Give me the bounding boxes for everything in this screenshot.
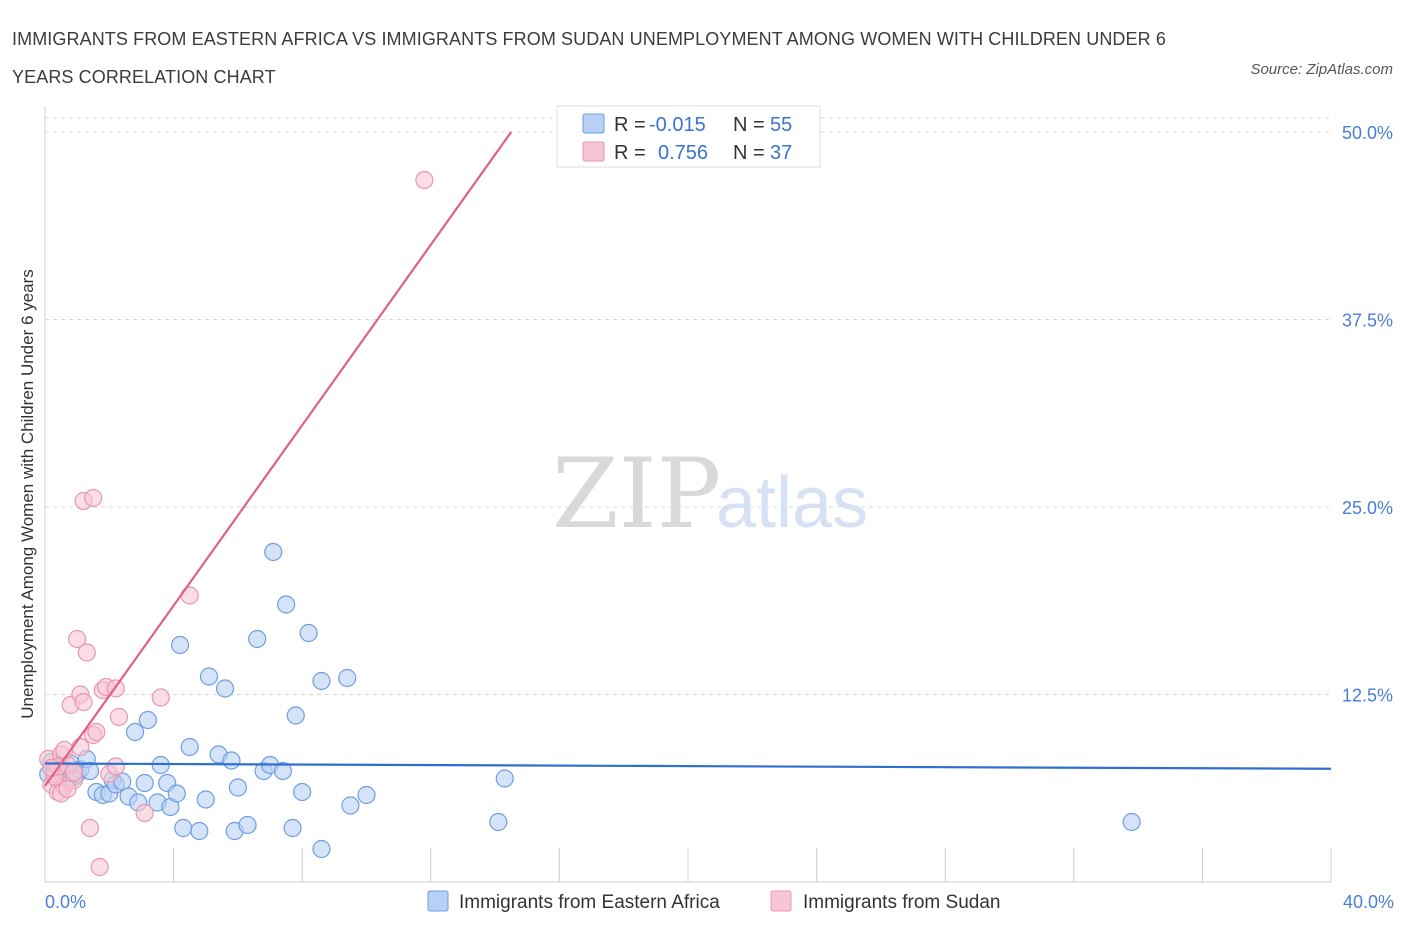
legend-r-value-1: -0.015 <box>649 114 706 136</box>
eastern-africa-point <box>174 818 193 838</box>
eastern-africa-point <box>283 818 302 838</box>
correlation-legend: R = -0.015 N = 55 R = 0.756 N = 37 <box>556 105 821 168</box>
watermark-atlas: atlas <box>716 463 868 543</box>
eastern-africa-point <box>238 815 257 835</box>
legend-r-label-1: R = <box>614 114 646 136</box>
y-tick-label: 25.0% <box>1342 498 1393 518</box>
series-legend-label-eastern-africa: Immigrants from Eastern Africa <box>459 892 720 913</box>
eastern-africa-point <box>199 667 219 686</box>
eastern-africa-point <box>138 710 157 730</box>
eastern-africa-point <box>264 542 283 562</box>
legend-n-label-2: N = <box>733 142 765 164</box>
eastern-africa-point <box>495 769 514 788</box>
chart-title: IMMIGRANTS FROM EASTERN AFRICA VS IMMIGR… <box>12 29 1166 87</box>
gridlines <box>45 117 1331 695</box>
sudan-point <box>109 707 129 727</box>
series-legend-swatch-sudan <box>770 890 792 912</box>
y-axis-label: Unemployment Among Women with Children U… <box>18 269 37 718</box>
legend-swatch-eastern-africa <box>582 113 605 134</box>
eastern-africa-point <box>286 706 305 725</box>
eastern-africa-point <box>222 751 241 770</box>
series-legend: Immigrants from Eastern Africa Immigrant… <box>427 890 1000 913</box>
eastern-africa-point <box>215 679 235 698</box>
sudan-point <box>151 688 170 707</box>
source-label: Source: ZipAtlas.com <box>1250 61 1393 78</box>
eastern-africa-point <box>180 737 199 757</box>
sudan-point <box>74 692 93 712</box>
sudan-point <box>106 757 125 776</box>
eastern-africa-point <box>135 773 154 793</box>
y-tick-label: 37.5% <box>1342 311 1393 331</box>
sudan-point <box>64 763 84 782</box>
x-ticks <box>44 848 1332 882</box>
legend-r-value-2: 0.756 <box>658 142 708 164</box>
eastern-africa-point <box>341 796 360 815</box>
sudan-point <box>87 722 106 742</box>
sudan-trend-line <box>44 131 513 787</box>
eastern-africa-point <box>293 782 312 802</box>
series-legend-swatch-eastern-africa <box>427 890 449 912</box>
eastern-africa-point <box>170 635 190 655</box>
legend-swatch-sudan <box>582 141 605 162</box>
eastern-africa-point <box>338 668 357 688</box>
y-tick-label: 50.0% <box>1342 123 1393 143</box>
sudan-point <box>84 488 103 508</box>
eastern-africa-point <box>125 722 145 742</box>
eastern-africa-point <box>312 839 331 859</box>
eastern-africa-point <box>277 595 296 614</box>
sudan-point <box>80 818 100 838</box>
eastern-africa-point <box>248 629 267 649</box>
eastern-africa-point <box>196 790 215 809</box>
x-tick-label-min: 0.0% <box>45 892 86 912</box>
y-tick-label: 12.5% <box>1342 686 1393 706</box>
series-legend-label-sudan: Immigrants from Sudan <box>803 892 1000 913</box>
eastern-africa-point <box>299 623 318 643</box>
legend-n-value-2: 37 <box>770 142 792 164</box>
eastern-africa-point <box>1122 812 1141 832</box>
y-tick-labels: 12.5% 25.0% 37.5% 50.0% <box>1342 123 1393 706</box>
eastern-africa-point <box>80 761 100 781</box>
legend-n-label-1: N = <box>733 114 765 136</box>
x-tick-label-max: 40.0% <box>1343 892 1394 912</box>
eastern-africa-point <box>312 671 331 691</box>
sudan-point <box>68 629 87 649</box>
trend-lines <box>44 131 1332 787</box>
legend-n-value-1: 55 <box>770 114 792 136</box>
eastern-africa-point <box>228 778 247 797</box>
sudan-point <box>90 857 109 877</box>
sudan-point <box>58 779 77 799</box>
legend-r-label-2: R = <box>614 142 646 164</box>
sudan-point <box>415 170 434 190</box>
data-points <box>39 170 1141 877</box>
sudan-point <box>77 643 96 662</box>
eastern-africa-point <box>273 761 293 781</box>
sudan-point <box>135 803 154 823</box>
eastern-africa-point <box>190 821 209 841</box>
eastern-africa-point <box>167 784 186 803</box>
watermark: ZIP atlas <box>552 438 868 550</box>
eastern-africa-point <box>357 785 376 805</box>
eastern-africa-point <box>489 812 508 832</box>
eastern-africa-trend-line <box>44 762 1332 770</box>
sudan-point <box>71 737 90 757</box>
watermark-zip: ZIP <box>552 438 721 550</box>
